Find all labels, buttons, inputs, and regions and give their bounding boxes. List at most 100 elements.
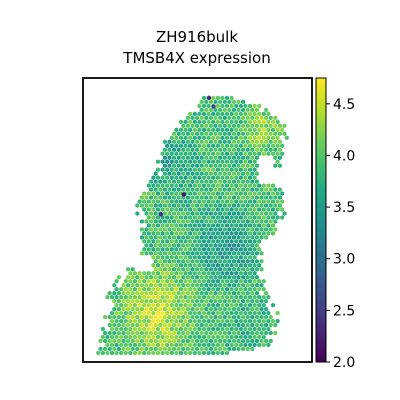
expression-spot [250,163,255,169]
expression-spot [245,346,250,352]
expression-spot [206,278,211,284]
expression-spot [213,322,218,328]
expression-spot [146,318,151,324]
expression-spot [224,278,230,284]
expression-spot [174,294,179,300]
expression-spot [245,235,250,240]
expression-spot [160,254,165,260]
expression-spot [201,286,207,292]
expression-spot [190,115,195,121]
expression-spot [176,155,181,161]
expression-spot [213,115,218,121]
expression-spot [185,179,190,184]
expression-spot [224,262,230,268]
expression-spot [206,207,211,212]
expression-spot [211,310,216,316]
expression-spot [231,107,236,113]
expression-spot [222,187,227,192]
expression-spot [146,278,151,284]
expression-spot [259,338,264,344]
expression-spot [245,219,250,224]
expression-spot [123,334,128,340]
expression-spot [245,115,250,121]
expression-spot [236,258,241,264]
expression-spot [149,187,154,192]
expression-spot [275,215,280,220]
expression-spot [206,119,211,125]
expression-spot [222,131,227,137]
expression-spot [227,115,232,121]
expression-spot [197,278,202,284]
expression-spot [199,123,204,129]
expression-spot [149,322,154,328]
expression-spot [250,227,255,232]
expression-spot [213,235,218,240]
expression-spot [264,123,269,129]
expression-spot [206,183,211,188]
expression-spot [139,219,144,224]
expression-spot [208,266,213,272]
expression-spot [181,163,186,169]
expression-spot [236,298,241,304]
expression-spot [181,346,186,352]
expression-spot [218,179,223,184]
expression-spot [229,342,234,348]
expression-spot [252,239,257,244]
expression-spot [195,203,200,208]
expression-spot [160,167,165,173]
expression-spot [197,302,202,308]
expression-spot [137,318,142,324]
expression-spot [201,334,207,340]
colorbar-tick-label: 4.0 [333,148,355,164]
expression-spot [252,111,257,117]
expression-spot [172,306,177,312]
expression-spot [116,338,121,344]
expression-spot [169,215,174,220]
expression-spot [236,147,241,153]
expression-spot [213,203,218,208]
expression-spot [162,147,167,153]
expression-spot [132,310,138,316]
expression-spot [199,338,204,344]
expression-spot [185,115,190,121]
expression-spot [275,127,280,133]
expression-spot [211,262,216,268]
expression-spot [192,262,197,268]
expression-spot [236,155,241,161]
expression-spot [206,286,211,292]
expression-spot [192,143,197,149]
expression-spot [188,175,193,180]
expression-spot [142,207,147,212]
expression-spot [188,310,193,316]
expression-spot [222,123,227,129]
expression-spot [98,338,103,344]
expression-spot [183,175,188,180]
expression-spot [231,330,236,336]
expression-spot [162,171,167,177]
expression-spot [181,171,186,177]
expression-spot [153,195,158,200]
expression-spot [206,326,211,332]
expression-spot [132,326,138,332]
expression-spot [114,326,119,332]
expression-spot [169,159,174,165]
expression-spot [250,306,255,312]
expression-spot [273,131,278,137]
expression-spot [218,298,223,304]
expression-spot [227,250,232,256]
expression-spot [266,310,271,316]
expression-spot [247,135,253,141]
expression-spot [183,326,188,332]
expression-spot [259,139,264,145]
expression-spot [208,123,213,129]
expression-spot [128,302,133,308]
expression-spot [181,227,186,232]
expression-spot [142,286,147,292]
expression-spot [162,227,167,232]
expression-spot [220,318,225,324]
expression-spot [149,306,154,312]
expression-spot [165,159,170,165]
expression-spot [195,298,200,304]
expression-spot [116,346,121,352]
expression-spot [192,270,197,276]
